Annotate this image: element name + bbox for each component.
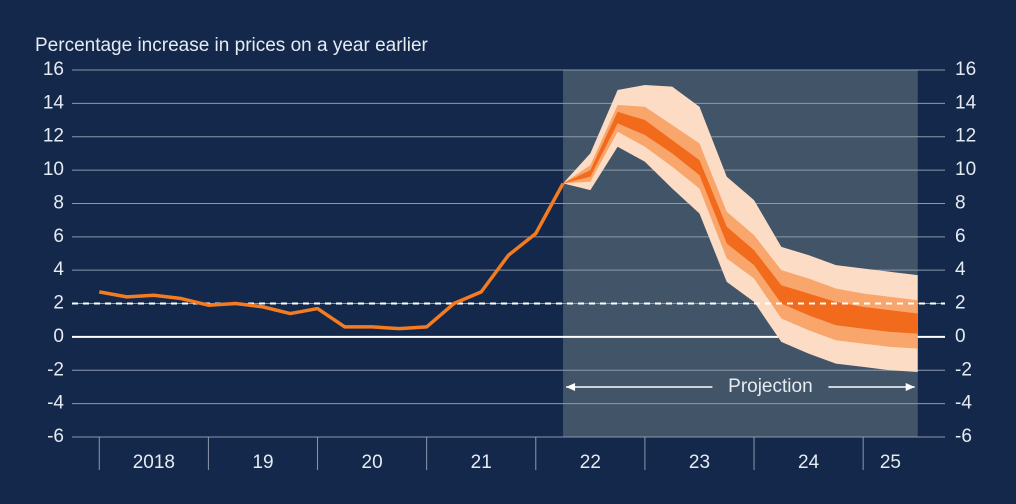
y-tick-label: 12	[43, 126, 64, 147]
y-tick-label: 8	[53, 192, 64, 213]
fan-band	[563, 111, 918, 334]
arrow-head	[566, 383, 576, 391]
y2-tick-label: 12	[955, 126, 976, 147]
y-tick-label: -6	[47, 426, 64, 447]
y-tick-label: 16	[43, 59, 64, 80]
y2-tick-label: -2	[955, 359, 972, 380]
y-tick-label: 6	[53, 226, 64, 247]
y-tick-label: 0	[53, 326, 64, 347]
y2-tick-label: 2	[955, 293, 966, 314]
x-tick-label: 24	[798, 452, 820, 473]
y2-tick-label: -4	[955, 393, 972, 414]
y2-tick-label: 0	[955, 326, 966, 347]
fan-band	[563, 105, 918, 349]
x-tick-label: 20	[362, 452, 383, 473]
arrow-head	[905, 383, 915, 391]
x-tick-label: 23	[689, 452, 710, 473]
y-tick-label: 2	[53, 293, 64, 314]
x-tick-label: 22	[580, 452, 601, 473]
y2-tick-label: 10	[955, 159, 976, 180]
x-tick-label: 2018	[133, 452, 175, 473]
y-tick-label: 14	[43, 92, 65, 113]
y2-tick-label: -6	[955, 426, 972, 447]
y-tick-label: -2	[47, 359, 64, 380]
y-tick-label: -4	[47, 393, 64, 414]
y2-tick-label: 8	[955, 192, 966, 213]
x-tick-label: 19	[252, 452, 273, 473]
x-tick-label: 25	[880, 452, 901, 473]
x-tick-label: 21	[471, 452, 492, 473]
y2-tick-label: 16	[955, 59, 976, 80]
y-tick-label: 4	[53, 259, 64, 280]
inflation-line	[98, 182, 565, 331]
projection-label: Projection	[728, 376, 813, 397]
y2-tick-label: 4	[955, 259, 966, 280]
y2-tick-label: 6	[955, 226, 966, 247]
chart-title: Percentage increase in prices on a year …	[35, 35, 429, 56]
y-tick-label: 10	[43, 159, 64, 180]
y2-tick-label: 14	[955, 92, 977, 113]
